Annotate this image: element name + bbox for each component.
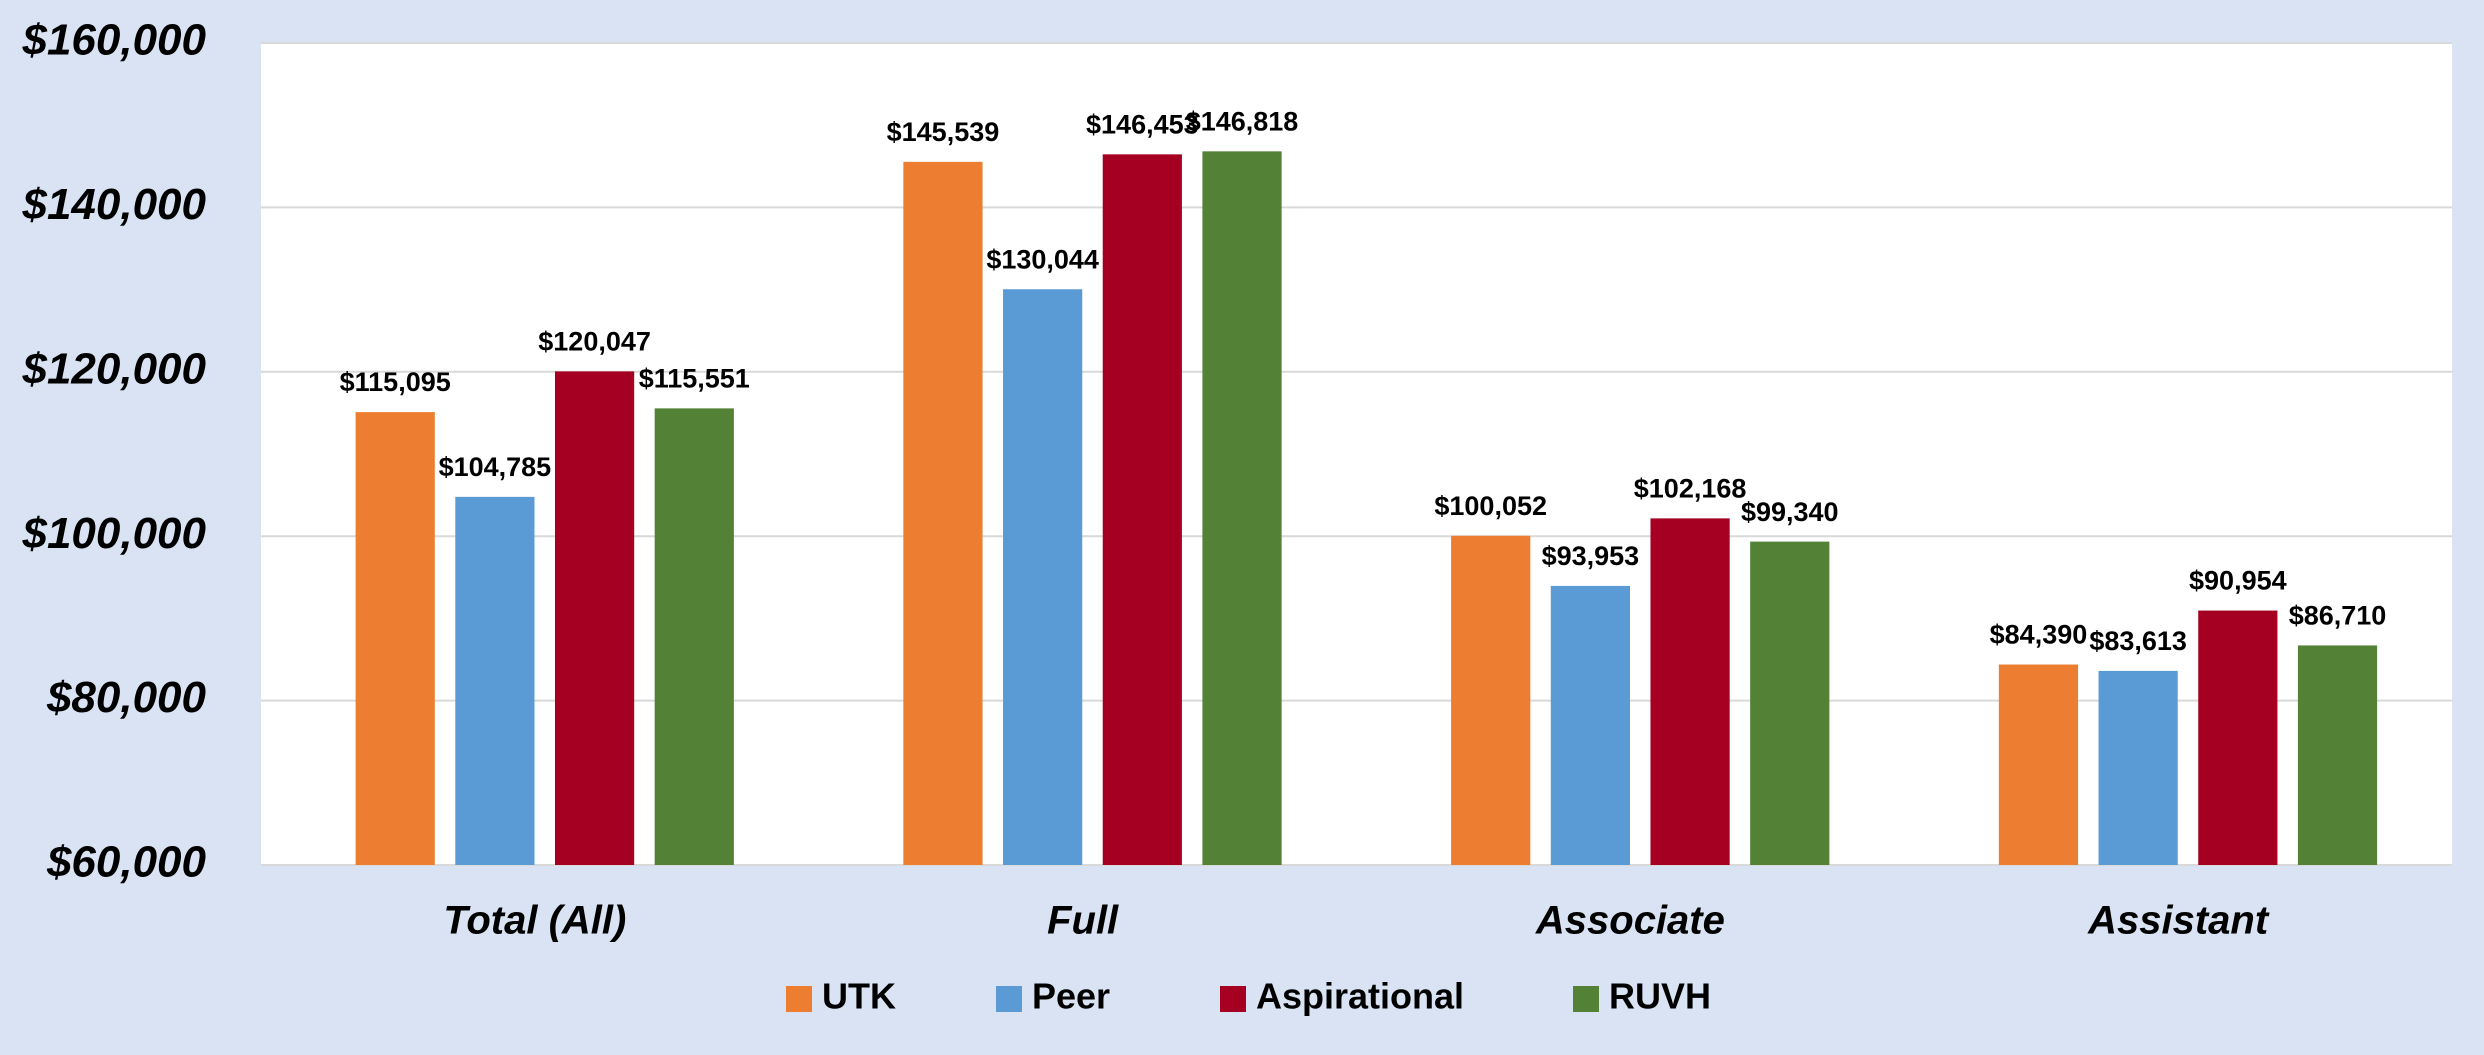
- bar: [455, 496, 535, 865]
- y-tick-label: $120,000: [21, 344, 206, 393]
- value-label: $146,818: [1186, 106, 1299, 136]
- bar: [1102, 154, 1182, 866]
- legend-label: RUVH: [1609, 976, 1711, 1017]
- bar: [1750, 541, 1830, 865]
- value-label: $102,168: [1634, 474, 1747, 504]
- bar: [2297, 645, 2378, 865]
- value-label: $145,539: [887, 117, 1000, 147]
- bar: [355, 412, 435, 865]
- value-label: $115,551: [639, 363, 750, 393]
- legend-swatch: [996, 986, 1022, 1012]
- value-label: $84,390: [1990, 620, 2088, 650]
- bar: [554, 371, 635, 865]
- bar: [2098, 670, 2178, 865]
- y-tick-label: $60,000: [46, 838, 207, 887]
- bar: [1998, 664, 2079, 865]
- x-tick-label: Full: [1047, 899, 1119, 943]
- value-label: $130,044: [986, 244, 1099, 274]
- x-tick-label: Associate: [1535, 899, 1725, 943]
- x-tick-label: Assistant: [2087, 899, 2270, 943]
- bar: [1003, 289, 1083, 866]
- value-label: $100,052: [1434, 491, 1547, 521]
- legend-swatch: [786, 986, 812, 1012]
- y-tick-label: $80,000: [46, 673, 207, 722]
- legend-label: Aspirational: [1256, 976, 1464, 1017]
- value-label: $93,953: [1542, 541, 1640, 571]
- legend-swatch: [1573, 986, 1599, 1012]
- y-tick-label: $160,000: [21, 16, 206, 65]
- y-tick-label: $140,000: [21, 180, 206, 229]
- bar: [903, 161, 983, 866]
- legend-swatch: [1220, 986, 1246, 1012]
- value-label: $104,785: [439, 452, 552, 482]
- value-label: $146,453: [1086, 109, 1199, 139]
- y-tick-label: $100,000: [21, 509, 206, 558]
- legend-label: Peer: [1032, 976, 1110, 1017]
- value-label: $90,954: [2189, 566, 2287, 596]
- value-label: $99,340: [1741, 497, 1839, 527]
- value-label: $83,613: [2089, 626, 2187, 656]
- value-label: $86,710: [2289, 601, 2387, 631]
- bar: [2198, 610, 2278, 865]
- bar: [1650, 518, 1730, 865]
- value-label: $120,047: [538, 327, 651, 357]
- bar: [1451, 535, 1531, 865]
- x-tick-label: Total (All): [443, 899, 626, 943]
- value-label: $115,095: [340, 367, 451, 397]
- bar: [1202, 151, 1282, 866]
- bar: [654, 408, 734, 865]
- bar: [1550, 585, 1630, 865]
- legend-label: UTK: [822, 976, 896, 1017]
